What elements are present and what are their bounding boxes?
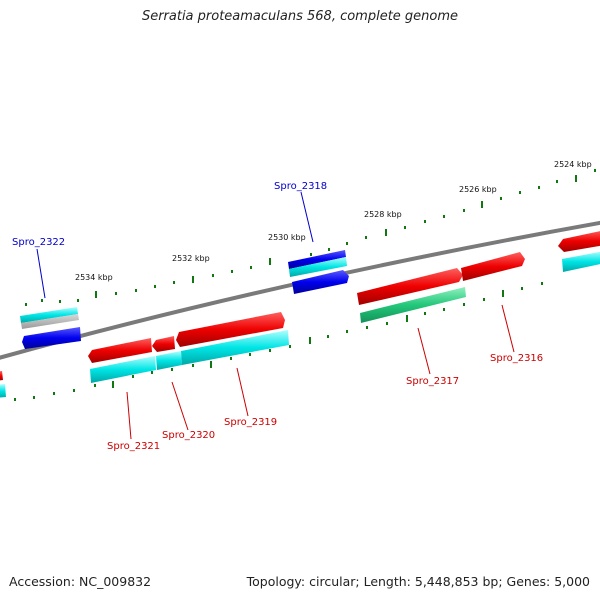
tick-label-2526: 2526 kbp — [459, 185, 497, 194]
accession-text: Accession: NC_009832 — [9, 574, 152, 589]
gene-spro-2320-cds-band — [156, 351, 182, 370]
gene-spro-2320[interactable] — [152, 336, 182, 370]
gene-label-spro-2318[interactable]: Spro_2318 — [274, 181, 327, 192]
gene-spro-2317-arrow — [357, 268, 463, 305]
gene-spro-2318-cds-band — [289, 257, 347, 277]
outer-tick-marks — [25, 169, 596, 306]
tick-label-2528: 2528 kbp — [364, 210, 402, 219]
topology-text: Topology: circular; Length: 5,448,853 bp… — [246, 574, 590, 589]
inner-tick-marks — [14, 282, 543, 401]
gene-spro-2319-cds-band — [181, 330, 289, 365]
gene-spro-2322-arrow — [22, 327, 81, 349]
tick-label-2532: 2532 kbp — [172, 254, 210, 263]
gene-label-spro-2316[interactable]: Spro_2316 — [490, 353, 543, 364]
gene-spro-2322[interactable] — [20, 307, 81, 349]
gene-spro-2318[interactable] — [288, 250, 349, 294]
gene-spro-2320-arrow — [152, 336, 175, 352]
gene-spro-2318-arrow — [292, 270, 349, 294]
left-edge-cds-band — [0, 384, 6, 398]
gene-leader-lines — [36, 191, 515, 440]
right-edge-cds-band — [562, 251, 600, 272]
tick-label-2530: 2530 kbp — [268, 233, 306, 242]
gene-spro-2322-cds-band — [20, 307, 78, 323]
gene-spro-2321-arrow — [88, 338, 152, 363]
gene-spro-2321[interactable] — [88, 338, 156, 383]
gene-spro-2321-cds-band — [90, 356, 156, 383]
tick-label-2534: 2534 kbp — [75, 273, 113, 282]
gene-label-spro-2317[interactable]: Spro_2317 — [406, 376, 459, 387]
gene-spro-2317-rna-band — [360, 287, 466, 323]
left-edge-arrow — [0, 371, 3, 381]
gene-right-edge-partial[interactable] — [558, 230, 600, 272]
tick-label-2524: 2524 kbp — [554, 160, 592, 169]
genome-title: Serratia proteamaculans 568, complete ge… — [141, 9, 459, 24]
gene-label-spro-2320[interactable]: Spro_2320 — [162, 430, 215, 441]
gene-spro-2317[interactable] — [357, 268, 466, 323]
right-edge-arrow — [558, 231, 600, 252]
gene-spro-2316-arrow — [461, 252, 525, 281]
gene-spro-2319-arrow — [176, 312, 285, 347]
gene-spro-2318-top-band — [288, 250, 346, 269]
gene-label-spro-2321[interactable]: Spro_2321 — [107, 441, 160, 452]
gene-label-spro-2322[interactable]: Spro_2322 — [12, 237, 65, 248]
gene-spro-2319[interactable] — [176, 312, 289, 365]
gene-label-spro-2319[interactable]: Spro_2319 — [224, 417, 277, 428]
gene-spro-2316[interactable] — [461, 252, 525, 281]
gene-left-edge-partial[interactable] — [0, 371, 6, 398]
gene-spro-2322-gray-band — [21, 314, 79, 329]
